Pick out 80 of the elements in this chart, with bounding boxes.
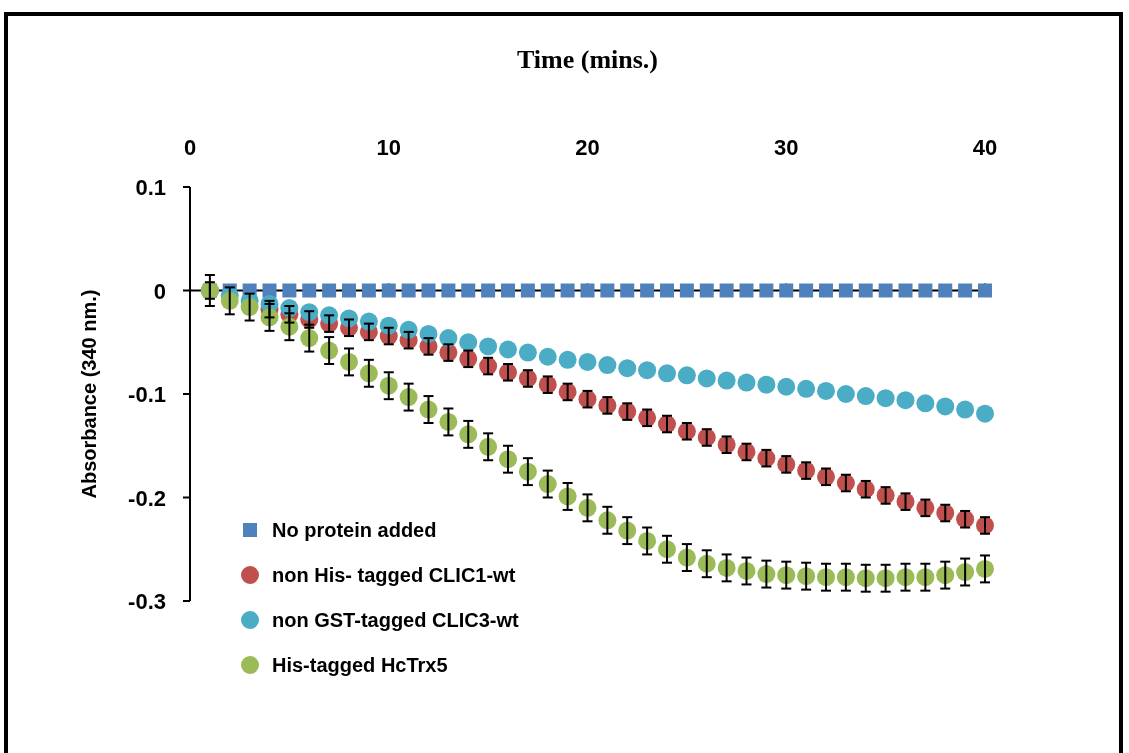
point (697, 369, 716, 388)
y-tick-label: 0.1 (135, 175, 166, 200)
point (441, 283, 456, 298)
point (679, 283, 694, 298)
point (361, 283, 376, 298)
point (699, 283, 714, 298)
point (898, 283, 913, 298)
point (958, 283, 973, 298)
point (302, 283, 317, 298)
point (499, 340, 517, 359)
y-tick-label: -0.1 (128, 382, 166, 407)
point (540, 283, 555, 298)
point (799, 283, 814, 298)
point (677, 366, 696, 385)
point (856, 387, 875, 406)
point (876, 389, 895, 408)
point (759, 283, 774, 298)
x-tick-label: 30 (774, 135, 799, 160)
x-tick-label: 20 (575, 135, 600, 160)
point (459, 333, 478, 352)
point (501, 283, 515, 298)
point (638, 361, 657, 380)
point (896, 391, 915, 410)
point (282, 283, 297, 298)
x-tick-label: 40 (972, 135, 998, 160)
x-tick-label: 0 (183, 135, 197, 160)
point (797, 379, 816, 398)
point (938, 283, 953, 298)
y-tick-label: -0.2 (128, 485, 166, 511)
point (858, 283, 873, 298)
point (342, 283, 356, 298)
point (660, 283, 674, 298)
y-tick-label: -0.3 (128, 589, 166, 614)
point (976, 404, 994, 423)
point (819, 283, 833, 298)
legend-label: non His- tagged CLIC1-wt (272, 564, 516, 586)
point (598, 356, 617, 375)
point (461, 283, 476, 298)
point (956, 400, 975, 419)
point (618, 359, 637, 378)
point (578, 352, 597, 371)
point (817, 381, 835, 400)
point (401, 283, 416, 298)
x-tick-label: 10 (376, 135, 401, 160)
legend-label: No protein added (272, 519, 437, 541)
point (737, 373, 756, 392)
point (481, 283, 496, 298)
point (978, 283, 992, 298)
point (520, 283, 535, 298)
point (878, 283, 893, 298)
point (421, 283, 436, 298)
point (918, 283, 933, 298)
point (719, 283, 734, 298)
point (479, 337, 498, 356)
point (538, 347, 557, 366)
point (322, 283, 337, 298)
point (560, 283, 575, 298)
point (518, 343, 537, 362)
point (779, 283, 794, 298)
legend-label: non GST-tagged CLIC3-wt (272, 609, 519, 631)
point (936, 397, 955, 416)
x-axis-title: Time (mins.) (516, 45, 659, 74)
y-axis-title: Absorbance (340 nm.) (78, 289, 100, 499)
y-tick-label: 0 (153, 278, 166, 304)
point (757, 375, 776, 394)
point (658, 364, 676, 383)
point (836, 385, 855, 403)
point (558, 350, 577, 369)
point (838, 283, 853, 298)
point (439, 329, 458, 348)
point (600, 283, 615, 298)
point (640, 283, 655, 298)
point (381, 283, 396, 298)
point (717, 371, 736, 390)
point (580, 283, 595, 298)
legend-label: His-tagged HcTrx5 (272, 654, 448, 676)
point (777, 377, 796, 396)
point (739, 283, 754, 298)
point (916, 394, 935, 413)
point (620, 283, 635, 298)
